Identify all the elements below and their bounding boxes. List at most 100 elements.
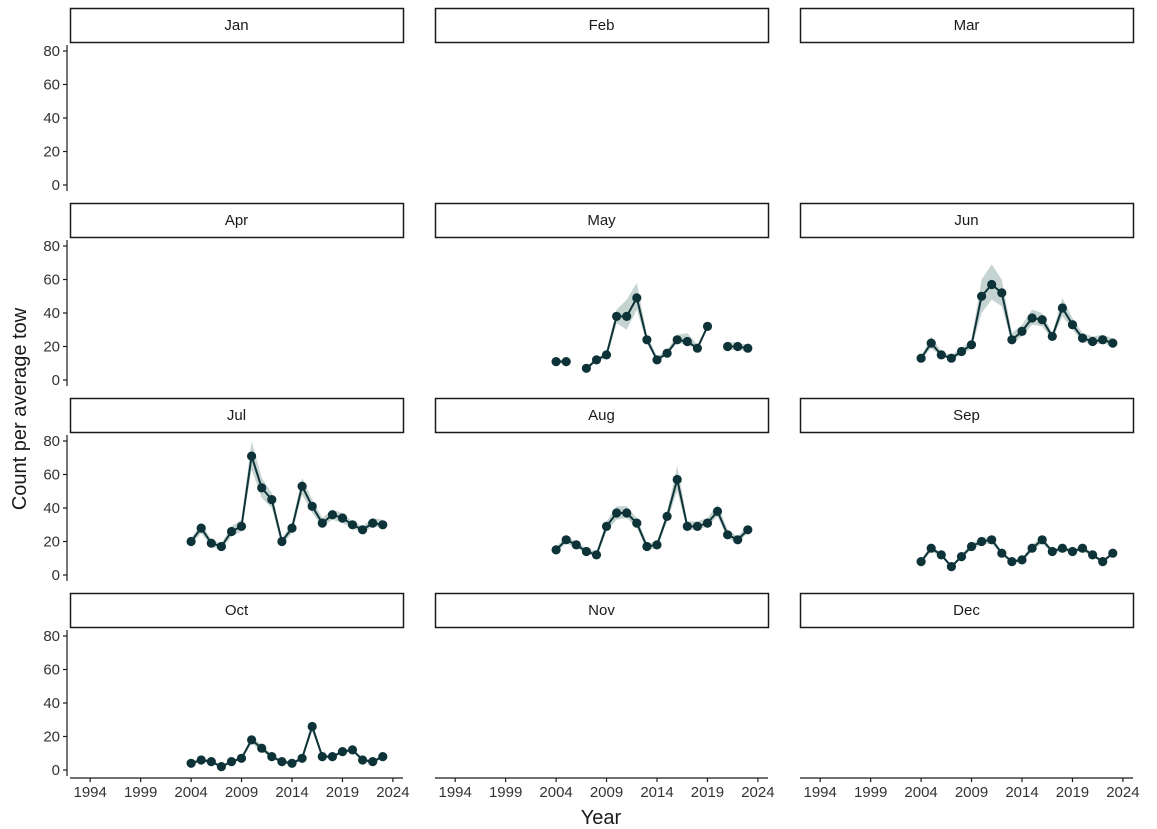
- y-tick-label-jul-40: 40: [43, 500, 60, 517]
- data-point-oct-2006: [206, 757, 216, 767]
- data-point-aug-2011: [622, 508, 632, 518]
- strip-dec: [799, 592, 1135, 629]
- data-point-oct-2019: [337, 747, 348, 757]
- x-tick-label-nov-2019: 2019: [691, 784, 724, 801]
- data-point-oct-2022: [368, 757, 378, 767]
- x-tick-label-nov-2004: 2004: [539, 784, 572, 801]
- data-point-sep-2023: [1108, 548, 1118, 558]
- data-point-aug-2014: [652, 540, 662, 550]
- data-point-jun-2006: [936, 350, 946, 360]
- x-tick-label-oct-2024: 2024: [376, 784, 409, 801]
- data-point-aug-2019: [702, 518, 713, 528]
- data-point-sep-2016: [1037, 535, 1047, 545]
- x-axis-title: Year: [581, 807, 622, 829]
- data-point-sep-2020: [1077, 543, 1088, 553]
- data-point-oct-2014: [287, 758, 297, 768]
- data-point-jul-2009: [236, 521, 247, 532]
- x-tick-label-oct-2009: 2009: [225, 784, 258, 801]
- x-tick-label-oct-2004: 2004: [174, 784, 207, 801]
- data-point-aug-2009: [601, 521, 612, 532]
- y-tick-label-jan-40: 40: [43, 110, 60, 127]
- x-tick-label-dec-1994: 1994: [803, 784, 836, 801]
- panel-sep: Sep: [799, 397, 1135, 572]
- x-tick-label-dec-2014: 2014: [1005, 784, 1038, 801]
- data-point-oct-2012: [267, 752, 277, 762]
- data-point-jul-2023: [378, 520, 388, 530]
- y-tick-label-apr-40: 40: [43, 305, 60, 322]
- x-tick-label-oct-2019: 2019: [326, 784, 359, 801]
- data-point-sep-2019: [1067, 546, 1078, 557]
- data-point-sep-2017: [1047, 546, 1057, 557]
- data-point-may-2010: [612, 311, 622, 321]
- data-point-sep-2009: [966, 541, 977, 552]
- x-tick-label-oct-1999: 1999: [124, 784, 157, 801]
- data-point-jun-2022: [1098, 335, 1108, 345]
- data-point-jun-2012: [997, 288, 1007, 298]
- data-point-aug-2022: [733, 535, 743, 545]
- x-tick-label-dec-2004: 2004: [904, 784, 937, 801]
- data-point-jul-2016: [307, 501, 317, 511]
- strip-label-oct: Oct: [225, 602, 249, 619]
- data-point-may-2021: [723, 341, 733, 352]
- data-point-jun-2015: [1027, 313, 1037, 323]
- data-point-jun-2009: [966, 340, 977, 350]
- data-point-jun-2005: [926, 338, 936, 348]
- data-point-jun-2007: [946, 353, 957, 363]
- strip-label-mar: Mar: [954, 17, 980, 34]
- data-point-sep-2010: [977, 536, 987, 547]
- data-point-oct-2016: [307, 721, 317, 732]
- data-point-aug-2013: [642, 541, 652, 552]
- data-point-aug-2023: [743, 525, 753, 535]
- data-point-jul-2015: [297, 481, 307, 491]
- panel-mar: Mar: [799, 7, 1135, 44]
- strip-feb: [434, 7, 770, 44]
- data-point-may-2023: [743, 343, 753, 353]
- data-point-jun-2019: [1067, 320, 1078, 330]
- strip-label-apr: Apr: [225, 212, 248, 229]
- data-point-oct-2007: [216, 762, 226, 772]
- x-tick-label-dec-2019: 2019: [1056, 784, 1089, 801]
- series-line-jun-0: [920, 283, 1114, 360]
- data-point-jun-2004: [916, 353, 926, 363]
- data-point-oct-2015: [297, 753, 307, 763]
- data-point-may-2005: [561, 357, 571, 367]
- data-point-oct-2023: [378, 752, 388, 762]
- data-point-jun-2014: [1017, 326, 1027, 336]
- data-point-jun-2023: [1108, 338, 1118, 348]
- data-point-jul-2004: [186, 536, 196, 547]
- data-point-jul-2005: [196, 523, 206, 533]
- data-point-jun-2018: [1057, 303, 1067, 313]
- panel-jan: Jan 0 20 40 60 80: [43, 7, 405, 194]
- data-point-oct-2017: [317, 752, 327, 762]
- data-point-oct-2004: [186, 758, 196, 768]
- y-tick-label-jan-0: 0: [52, 177, 60, 194]
- data-point-jul-2014: [287, 523, 297, 533]
- data-point-jul-2018: [327, 510, 337, 520]
- data-point-oct-2005: [196, 755, 206, 765]
- data-point-may-2018: [692, 343, 703, 353]
- data-point-jul-2021: [358, 525, 368, 535]
- data-point-sep-2013: [1007, 557, 1017, 567]
- strip-label-dec: Dec: [953, 602, 980, 619]
- x-tick-label-nov-2014: 2014: [640, 784, 673, 801]
- panel-feb: Feb: [434, 7, 770, 44]
- data-point-jul-2017: [317, 518, 327, 528]
- strip-mar: [799, 7, 1135, 44]
- data-point-aug-2010: [612, 508, 622, 518]
- panel-dec: Dec 1994 1999 2004 2009 2014 2019 2024: [799, 592, 1140, 801]
- data-point-jun-2021: [1088, 336, 1098, 347]
- strip-nov: [434, 592, 770, 629]
- strip-sep: [799, 397, 1135, 434]
- x-tick-label-nov-2024: 2024: [741, 784, 774, 801]
- data-point-may-2019: [702, 321, 713, 331]
- strip-label-jan: Jan: [224, 17, 248, 34]
- data-point-may-2011: [622, 311, 632, 321]
- data-point-may-2007: [581, 363, 592, 373]
- data-point-aug-2007: [581, 546, 592, 557]
- data-point-jul-2011: [257, 483, 267, 493]
- data-point-sep-2014: [1017, 555, 1027, 565]
- data-point-may-2022: [733, 341, 743, 352]
- data-point-jul-2012: [267, 495, 277, 505]
- strip-label-jul: Jul: [227, 407, 246, 424]
- y-tick-label-oct-40: 40: [43, 695, 60, 712]
